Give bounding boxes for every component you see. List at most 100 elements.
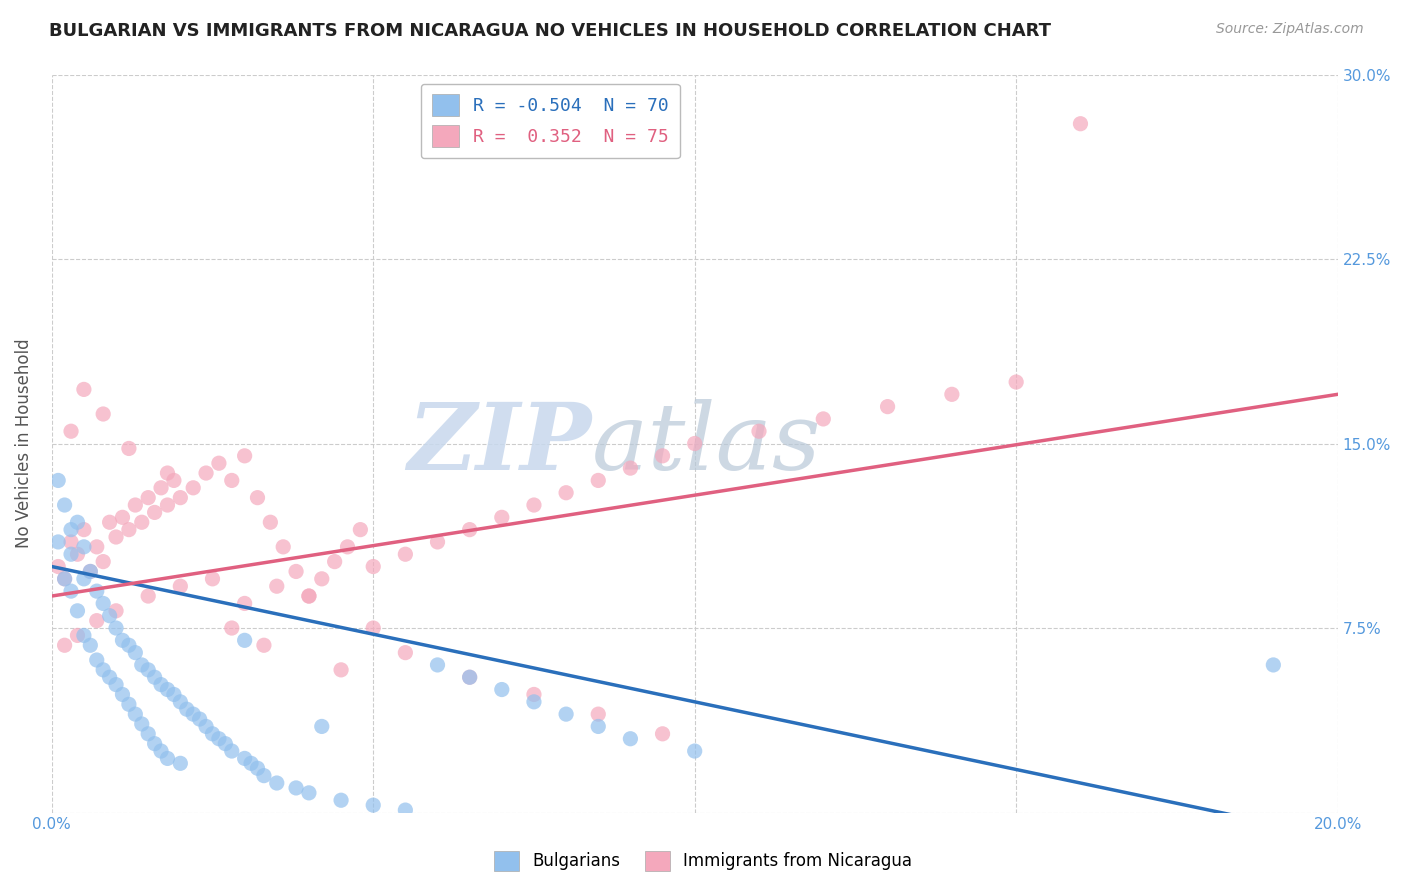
Point xyxy=(66,515,89,529)
Point xyxy=(60,584,83,599)
Point xyxy=(1263,657,1285,672)
Point xyxy=(266,776,288,790)
Point xyxy=(491,510,513,524)
Point xyxy=(118,638,141,652)
Point xyxy=(150,744,173,758)
Point xyxy=(221,744,243,758)
Point xyxy=(73,628,96,642)
Point xyxy=(253,769,276,783)
Point xyxy=(311,572,333,586)
Point xyxy=(586,719,609,733)
Point xyxy=(60,424,83,438)
Point xyxy=(131,717,153,731)
Point xyxy=(79,565,101,579)
Point xyxy=(150,481,173,495)
Point xyxy=(156,466,179,480)
Point xyxy=(458,670,481,684)
Point xyxy=(201,727,224,741)
Point xyxy=(323,555,346,569)
Point xyxy=(586,474,609,488)
Point xyxy=(266,579,288,593)
Point xyxy=(426,657,449,672)
Point xyxy=(86,584,108,599)
Point xyxy=(523,498,546,512)
Point xyxy=(619,461,641,475)
Point xyxy=(79,565,101,579)
Point xyxy=(163,474,186,488)
Point xyxy=(156,498,179,512)
Point xyxy=(143,737,166,751)
Point xyxy=(169,579,191,593)
Point xyxy=(73,572,96,586)
Point xyxy=(349,523,371,537)
Point xyxy=(111,688,134,702)
Point xyxy=(361,798,384,813)
Point xyxy=(876,400,898,414)
Point xyxy=(136,727,159,741)
Point xyxy=(311,719,333,733)
Point xyxy=(169,491,191,505)
Point xyxy=(91,596,114,610)
Point xyxy=(619,731,641,746)
Point xyxy=(253,638,276,652)
Point xyxy=(124,498,146,512)
Text: Source: ZipAtlas.com: Source: ZipAtlas.com xyxy=(1216,22,1364,37)
Point xyxy=(181,481,204,495)
Point xyxy=(394,803,416,817)
Point xyxy=(86,653,108,667)
Point xyxy=(233,751,256,765)
Point xyxy=(66,604,89,618)
Point xyxy=(176,702,198,716)
Point xyxy=(111,510,134,524)
Point xyxy=(336,540,359,554)
Point xyxy=(86,540,108,554)
Point xyxy=(195,719,218,733)
Text: ZIP: ZIP xyxy=(408,399,592,489)
Point xyxy=(66,628,89,642)
Point xyxy=(118,698,141,712)
Point xyxy=(586,707,609,722)
Point xyxy=(53,572,76,586)
Point xyxy=(131,515,153,529)
Point xyxy=(86,614,108,628)
Point xyxy=(233,633,256,648)
Point xyxy=(246,761,269,775)
Point xyxy=(98,515,121,529)
Point xyxy=(683,744,706,758)
Point xyxy=(136,491,159,505)
Point xyxy=(124,707,146,722)
Point xyxy=(46,474,69,488)
Point xyxy=(73,523,96,537)
Point xyxy=(233,596,256,610)
Point xyxy=(105,678,128,692)
Point xyxy=(394,547,416,561)
Point xyxy=(73,383,96,397)
Y-axis label: No Vehicles in Household: No Vehicles in Household xyxy=(15,339,32,549)
Point xyxy=(105,604,128,618)
Point xyxy=(53,572,76,586)
Point xyxy=(813,412,835,426)
Point xyxy=(201,572,224,586)
Point xyxy=(523,695,546,709)
Point xyxy=(1069,117,1091,131)
Point xyxy=(394,646,416,660)
Point xyxy=(233,449,256,463)
Point xyxy=(91,663,114,677)
Point xyxy=(748,424,770,438)
Point xyxy=(136,589,159,603)
Point xyxy=(105,530,128,544)
Point xyxy=(651,449,673,463)
Point xyxy=(285,780,308,795)
Point xyxy=(143,670,166,684)
Point xyxy=(136,663,159,677)
Point xyxy=(118,523,141,537)
Point xyxy=(298,589,321,603)
Point xyxy=(98,670,121,684)
Point xyxy=(46,559,69,574)
Point xyxy=(221,621,243,635)
Point xyxy=(60,547,83,561)
Point xyxy=(60,535,83,549)
Point xyxy=(79,638,101,652)
Point xyxy=(143,505,166,519)
Point xyxy=(156,682,179,697)
